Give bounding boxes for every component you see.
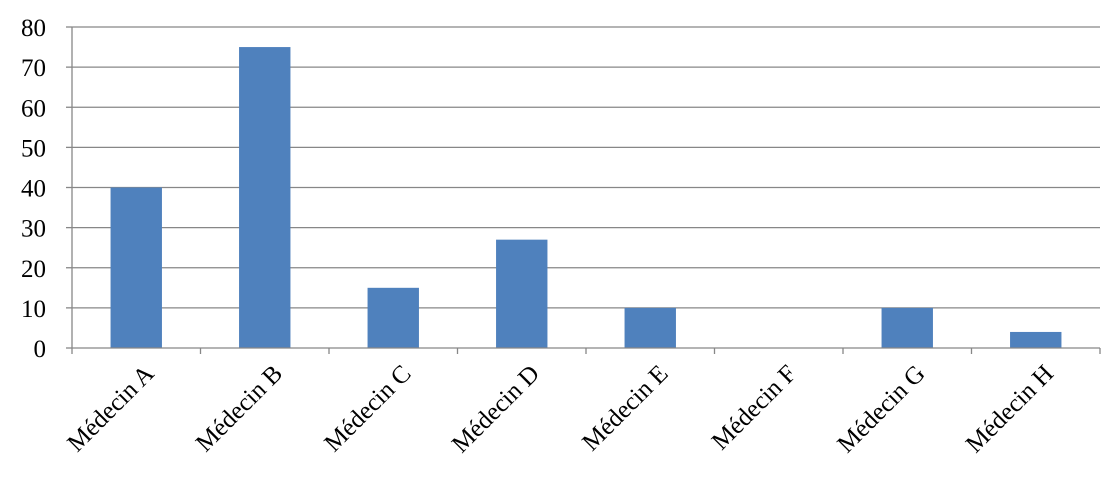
bar <box>1010 331 1062 348</box>
x-tick-label: Médecin D <box>447 360 545 458</box>
x-tick-label: Médecin F <box>707 360 802 455</box>
y-tick-label: 80 <box>21 15 46 42</box>
gridlines <box>72 26 1100 309</box>
y-tick-labels: 0 10 20 30 40 50 60 70 80 <box>21 15 46 363</box>
x-tick-label: Médecin B <box>191 360 288 457</box>
y-tick-label: 70 <box>21 55 46 82</box>
y-tick-label: 60 <box>21 95 46 122</box>
x-tick-label: Médecin A <box>62 360 159 457</box>
x-tick-label: Médecin H <box>961 360 1059 458</box>
bar <box>239 47 291 348</box>
y-tick-label: 0 <box>34 336 47 363</box>
x-tick-label: Médecin G <box>832 360 930 458</box>
y-tick-label: 20 <box>21 256 46 283</box>
y-tick-label: 10 <box>21 296 46 323</box>
bar <box>496 239 548 348</box>
bar <box>367 287 419 348</box>
bars <box>110 47 1062 348</box>
x-tick-label: Médecin E <box>577 360 673 456</box>
y-tick-label: 40 <box>21 176 46 203</box>
bar <box>110 187 162 348</box>
y-tick-label: 50 <box>21 135 46 162</box>
bar <box>624 307 676 348</box>
axes <box>66 26 1101 354</box>
bar <box>881 307 933 348</box>
y-tick-label: 30 <box>21 216 46 243</box>
x-tick-label: Médecin C <box>319 360 416 457</box>
x-tick-labels: Médecin A Médecin B Médecin C Médecin D Méde… <box>62 360 1059 458</box>
